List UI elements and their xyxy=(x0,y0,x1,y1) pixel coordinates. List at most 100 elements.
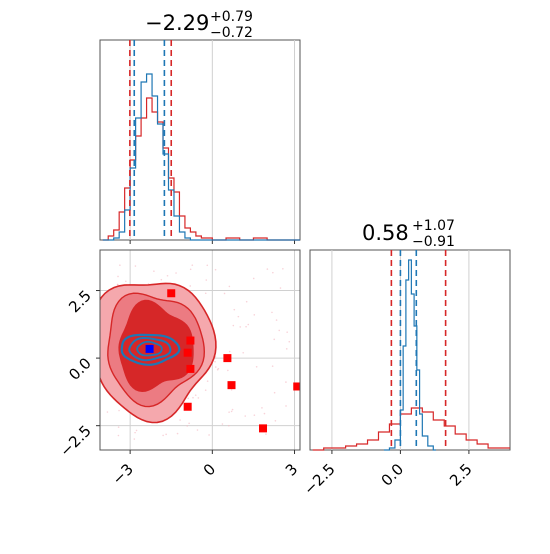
contour-sample-dot xyxy=(175,272,177,274)
contour-sample-dot xyxy=(197,397,200,399)
contour-sample-dot xyxy=(286,331,288,333)
contour-sample-dot xyxy=(275,319,278,321)
contour-red-square-marker xyxy=(223,354,232,363)
contour-sample-dot xyxy=(231,408,234,411)
contour-blue-square-marker xyxy=(145,344,154,353)
contour-sample-dot xyxy=(271,365,274,367)
histogram-1-series-red xyxy=(102,97,300,241)
contour-sample-dot xyxy=(273,338,276,341)
contour-sample-dot xyxy=(117,434,120,437)
contour-sample-dot xyxy=(194,394,197,396)
contour-sample-dot xyxy=(135,429,138,432)
contour-blue-level-outer xyxy=(120,333,181,366)
contour-sample-dot xyxy=(278,329,281,332)
contour-sample-dot xyxy=(285,381,287,383)
contour-sample-dot xyxy=(228,424,230,427)
contour-sample-dot xyxy=(187,397,190,400)
contour-sample-dot xyxy=(204,389,207,391)
contour-sample-dot xyxy=(206,264,209,267)
contour-sample-dot xyxy=(227,369,229,372)
histogram-2-title-main: 0.58 xyxy=(362,221,409,245)
contour-sample-dot xyxy=(216,368,219,371)
contour-red-level-inner xyxy=(118,299,194,393)
contour-sample-dot xyxy=(228,411,230,413)
contour-sample-dot xyxy=(245,325,247,328)
histogram-2-series-blue xyxy=(383,259,437,451)
contour-xtick-label: −3 xyxy=(109,460,137,488)
contour-sample-dot xyxy=(232,324,235,327)
histogram-2-series-red xyxy=(312,407,510,451)
contour-sample-dot xyxy=(133,438,136,440)
contour-sample-dot xyxy=(134,265,137,267)
contour-ytick-label: −2.5 xyxy=(56,422,94,460)
contour-sample-dot xyxy=(205,279,208,281)
histogram-1-title: −2.29 +0.79 −0.72 xyxy=(145,9,253,41)
histogram-2-title-sub: −0.91 xyxy=(412,234,455,250)
contour-sample-dot xyxy=(153,270,155,272)
contour-sample-dot xyxy=(228,285,231,288)
histogram-2-title: 0.58 +1.07 −0.91 xyxy=(362,218,455,250)
contour-sample-dot xyxy=(272,271,274,274)
contour-sample-dot xyxy=(253,414,256,416)
contour-sample-dot xyxy=(162,434,164,437)
contour-frame xyxy=(99,249,301,451)
contour-sample-dot xyxy=(214,360,216,363)
contour-sample-dot xyxy=(274,419,277,422)
contour-sample-dot xyxy=(247,323,250,326)
contour-blue-level-inner xyxy=(136,340,163,357)
contour-sample-dot xyxy=(266,268,269,270)
histogram-panel-parameter-2: −2.5 0.0 2.5 0.58 +1.07 −0.91 xyxy=(300,218,511,499)
contour-sample-dot xyxy=(189,285,192,287)
contour-sample-dot xyxy=(188,422,190,425)
contour-sample-dot xyxy=(134,431,136,434)
contour-sample-dot xyxy=(253,314,256,316)
contour-sample-dot xyxy=(221,423,224,425)
contour-sample-dot xyxy=(118,409,120,412)
contour-sample-dot xyxy=(230,410,233,413)
contour-sample-dot xyxy=(263,412,266,415)
contour-sample-dot xyxy=(189,268,192,271)
contour-sample-dot xyxy=(116,283,119,286)
contour-panel: −3 0 3 2.5 0.0 −2.5 xyxy=(56,249,301,488)
contour-sample-dot xyxy=(214,268,217,271)
contour-sample-dot xyxy=(192,396,194,399)
contour-sample-dot xyxy=(230,389,233,391)
histogram-1-title-sup: +0.79 xyxy=(210,9,253,25)
histogram-2-xtick-label: −2.5 xyxy=(300,460,338,498)
contour-sample-dot xyxy=(125,280,127,283)
contour-red-square-marker xyxy=(227,381,236,390)
contour-sample-dot xyxy=(285,405,287,407)
contour-sample-dot xyxy=(244,415,247,417)
contour-blue-level-middle xyxy=(128,336,172,362)
histogram-1-series-blue xyxy=(102,73,300,241)
contour-sample-dot xyxy=(204,292,207,295)
contour-sample-dot xyxy=(160,278,163,281)
histogram-2-xtick-label: 2.5 xyxy=(446,460,476,490)
contour-sample-dot xyxy=(214,366,217,368)
contour-red-square-marker xyxy=(183,402,192,411)
contour-sample-dot xyxy=(288,340,291,343)
contour-sample-dot xyxy=(119,264,121,266)
contour-red-square-marker xyxy=(167,289,176,298)
contour-red-square-marker xyxy=(186,336,195,345)
contour-sample-dot xyxy=(165,433,167,436)
contour-red-square-marker xyxy=(293,382,300,391)
contour-ytick-label: 0.0 xyxy=(65,354,95,384)
contour-sample-dot xyxy=(117,275,119,278)
contour-sample-dot xyxy=(273,391,276,394)
contour-ytick-label: 2.5 xyxy=(65,287,95,317)
contour-sample-dot xyxy=(265,433,267,435)
contour-sample-dot xyxy=(117,426,120,428)
contour-sample-dot xyxy=(166,274,169,277)
contour-sample-dot xyxy=(179,419,181,421)
contour-sample-dot xyxy=(252,277,255,280)
contour-sample-dot xyxy=(242,351,245,354)
contour-sample-dot xyxy=(279,287,282,289)
contour-sample-dot xyxy=(176,432,179,435)
contour-sample-dot xyxy=(245,300,248,303)
histogram-1-title-sub: −0.72 xyxy=(210,25,253,41)
contour-sample-dot xyxy=(237,315,240,318)
histogram-2-title-sup: +1.07 xyxy=(412,218,455,234)
contour-xtick-label: 0 xyxy=(200,460,219,479)
contour-sample-dot xyxy=(233,308,236,311)
